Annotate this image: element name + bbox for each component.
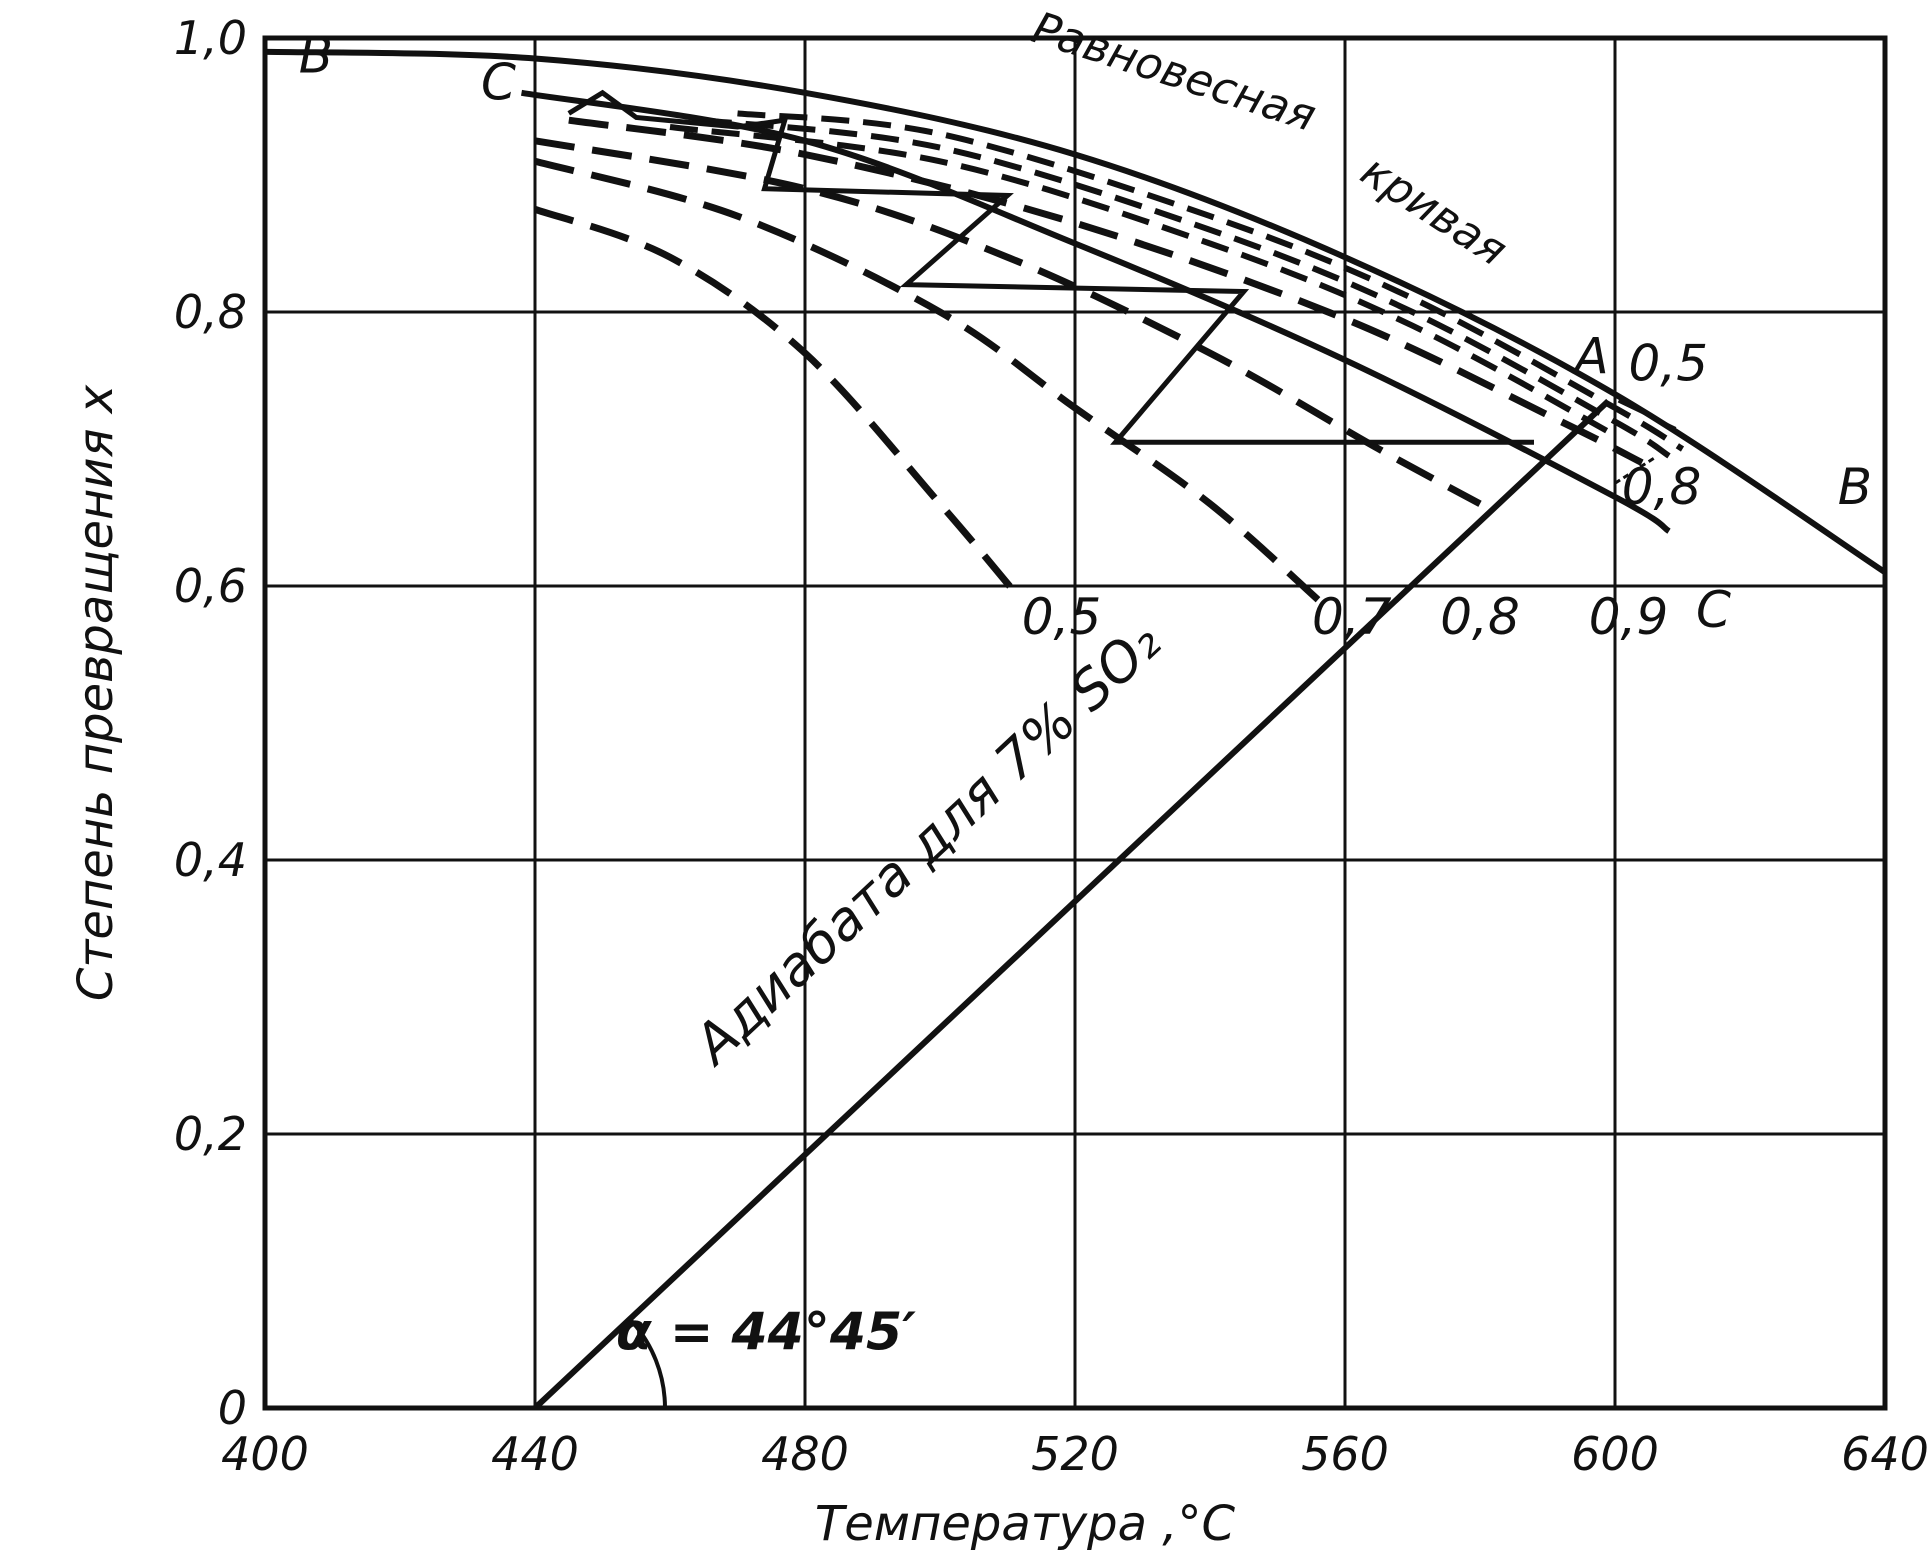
- rate-curve: [568, 116, 1644, 466]
- equilibrium-curve: [264, 48, 1887, 575]
- x-tick-label: 640: [1841, 1427, 1929, 1481]
- curve-end-label: 0,5: [1629, 335, 1709, 393]
- angle-label: α = 44°45′: [616, 1303, 916, 1363]
- x-tick-label: 400: [221, 1427, 309, 1481]
- adiabat-label: Адиабата для 7% SO₂: [680, 610, 1173, 1078]
- dashed-curve-near-equilibrium: [669, 124, 1617, 438]
- y-tick-label: 1,0: [174, 11, 247, 65]
- curve-end-label: A: [1572, 328, 1609, 386]
- x-tick-label: 480: [761, 1427, 849, 1481]
- y-tick-label: 0: [218, 1381, 247, 1435]
- curve-end-label: 0,8: [1622, 458, 1702, 516]
- leader-line: [1614, 455, 1657, 485]
- rate-curve-label: 0,9: [1589, 588, 1669, 646]
- rate-curve: [534, 137, 1482, 507]
- adiabat-line: [532, 398, 1611, 1411]
- curve-end-label: C: [1696, 581, 1731, 639]
- x-tick-label: 440: [491, 1427, 579, 1481]
- curve-end-label: B: [1838, 458, 1872, 516]
- y-tick-label: 0,4: [174, 833, 247, 887]
- x-tick-label: 560: [1301, 1427, 1389, 1481]
- dashed-curve-near-equilibrium: [737, 110, 1685, 452]
- axes: 400 440 480 520 560 600 640 0 0,2 0,4 0,6 0,8 1,0: [174, 11, 1929, 1481]
- series: [264, 48, 1887, 1411]
- equilibrium-label-line-1: Равновесная: [1026, 2, 1322, 142]
- rate-curve: [534, 157, 1321, 603]
- y-axis-label: Степень превращения x: [68, 384, 124, 1001]
- plot-frame: [262, 35, 1888, 1411]
- curve-end-label: B: [299, 26, 333, 84]
- equilibrium-label-line-2: кривая: [1352, 145, 1516, 276]
- angle-arc: [628, 1317, 667, 1409]
- rate-curve-label: 0,7: [1312, 588, 1392, 646]
- y-tick-label: 0,8: [174, 285, 247, 339]
- x-axis-label: Температура ,°С: [815, 1496, 1236, 1552]
- x-tick-label: 600: [1571, 1427, 1659, 1481]
- y-tick-label: 0,2: [174, 1107, 247, 1161]
- labels: Температура ,°С Степень превращения x Ра…: [68, 2, 1872, 1552]
- rate-curve-label: 0,8: [1440, 588, 1520, 646]
- x-tick-label: 520: [1031, 1427, 1119, 1481]
- rate-curve: [533, 205, 1024, 602]
- y-tick-label: 0,6: [174, 559, 247, 613]
- leader-line: [1617, 399, 1677, 430]
- curve-end-label: C: [481, 54, 516, 112]
- staircase-path: [567, 89, 1534, 445]
- rate-curve-label: 0,5: [1022, 588, 1102, 646]
- optimal-curve-c: [521, 89, 1671, 534]
